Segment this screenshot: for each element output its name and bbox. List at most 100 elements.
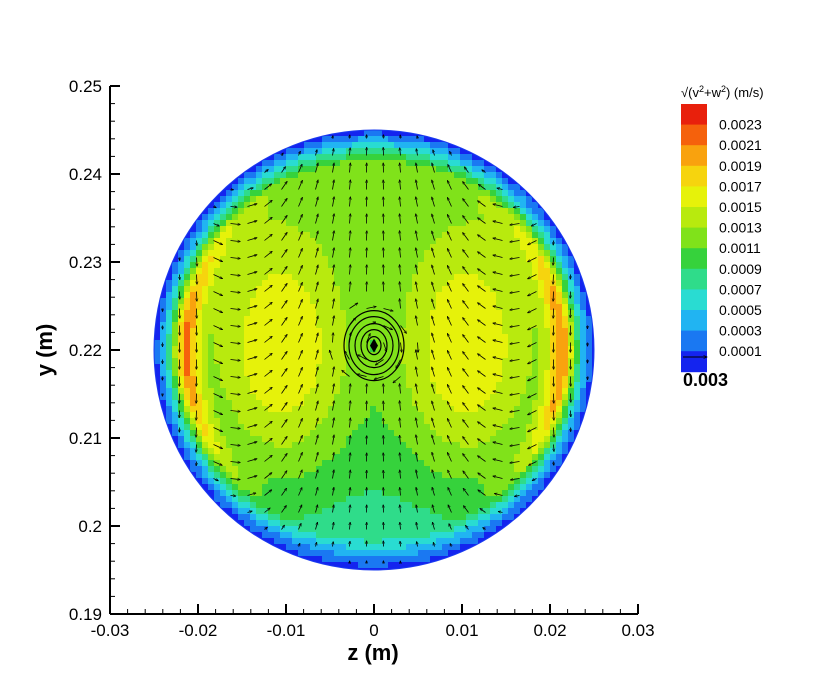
contour-cell (172, 400, 179, 407)
contour-cell (442, 436, 449, 443)
contour-cell (310, 478, 317, 485)
contour-cell (208, 202, 215, 209)
contour-cell (256, 466, 263, 473)
contour-cell (286, 274, 293, 281)
contour-cell (202, 526, 209, 533)
contour-cell (310, 562, 317, 569)
contour-cell (352, 232, 359, 239)
contour-cell (226, 364, 233, 371)
contour-cell (292, 160, 299, 167)
contour-cell (346, 466, 353, 473)
contour-cell (352, 244, 359, 251)
contour-cell (340, 148, 347, 155)
contour-cell (340, 184, 347, 191)
contour-cell (526, 178, 533, 185)
contour-cell (478, 496, 485, 503)
contour-cell (172, 370, 179, 377)
contour-cell (400, 454, 407, 461)
contour-cell (334, 406, 341, 413)
contour-cell (244, 208, 251, 215)
contour-cell (424, 226, 431, 233)
contour-cell (214, 268, 221, 275)
contour-cell (178, 244, 185, 251)
contour-cell (250, 412, 257, 419)
contour-cell (322, 460, 329, 467)
contour-cell (472, 226, 479, 233)
contour-cell (442, 190, 449, 197)
contour-cell (256, 238, 263, 245)
contour-cell (346, 370, 353, 377)
contour-cell (502, 202, 509, 209)
contour-cell (274, 346, 281, 353)
contour-cell (520, 274, 527, 281)
contour-cell (520, 484, 527, 491)
contour-cell (406, 520, 413, 527)
contour-cell (490, 262, 497, 269)
contour-cell (400, 142, 407, 149)
contour-cell (442, 298, 449, 305)
contour-cell (388, 166, 395, 173)
contour-cell (502, 430, 509, 437)
contour-cell (316, 334, 323, 341)
contour-cell (484, 160, 491, 167)
contour-cell (160, 136, 167, 143)
contour-cell (298, 520, 305, 527)
contour-cell (520, 268, 527, 275)
contour-cell (274, 508, 281, 515)
contour-cell (328, 268, 335, 275)
contour-cell (316, 226, 323, 233)
contour-cell (202, 514, 209, 521)
contour-cell (412, 394, 419, 401)
contour-cell (238, 220, 245, 227)
contour-cell (466, 304, 473, 311)
contour-cell (358, 550, 365, 557)
contour-cell (286, 280, 293, 287)
contour-cell (376, 298, 383, 305)
contour-cell (388, 310, 395, 317)
contour-cell (382, 442, 389, 449)
contour-cell (430, 418, 437, 425)
contour-cell (442, 358, 449, 365)
contour-cell (382, 274, 389, 281)
contour-cell (184, 406, 191, 413)
contour-cell (262, 280, 269, 287)
contour-cell (442, 292, 449, 299)
contour-cell (256, 400, 263, 407)
contour-cell (322, 364, 329, 371)
contour-cell (544, 490, 551, 497)
contour-cell (496, 424, 503, 431)
contour-cell (400, 448, 407, 455)
contour-cell (250, 244, 257, 251)
contour-cell (520, 238, 527, 245)
contour-cell (358, 436, 365, 443)
contour-cell (352, 256, 359, 263)
contour-cell (544, 436, 551, 443)
contour-cell (520, 454, 527, 461)
contour-cell (418, 418, 425, 425)
contour-cell (376, 214, 383, 221)
contour-cell (472, 340, 479, 347)
contour-cell (334, 352, 341, 359)
contour-cell (370, 538, 377, 545)
contour-cell (484, 244, 491, 251)
contour-cell (538, 262, 545, 269)
contour-cell (532, 466, 539, 473)
contour-cell (502, 214, 509, 221)
contour-cell (190, 508, 197, 515)
contour-cell (196, 412, 203, 419)
contour-cell (532, 514, 539, 521)
contour-cell (262, 466, 269, 473)
contour-cell (544, 508, 551, 515)
contour-cell (412, 364, 419, 371)
contour-cell (442, 250, 449, 257)
contour-cell (550, 520, 557, 527)
contour-cell (514, 226, 521, 233)
contour-cell (184, 154, 191, 161)
contour-cell (328, 472, 335, 479)
contour-cell (166, 550, 173, 557)
contour-cell (238, 496, 245, 503)
contour-cell (172, 316, 179, 323)
contour-cell (202, 130, 209, 137)
contour-cell (334, 334, 341, 341)
contour-cell (436, 334, 443, 341)
